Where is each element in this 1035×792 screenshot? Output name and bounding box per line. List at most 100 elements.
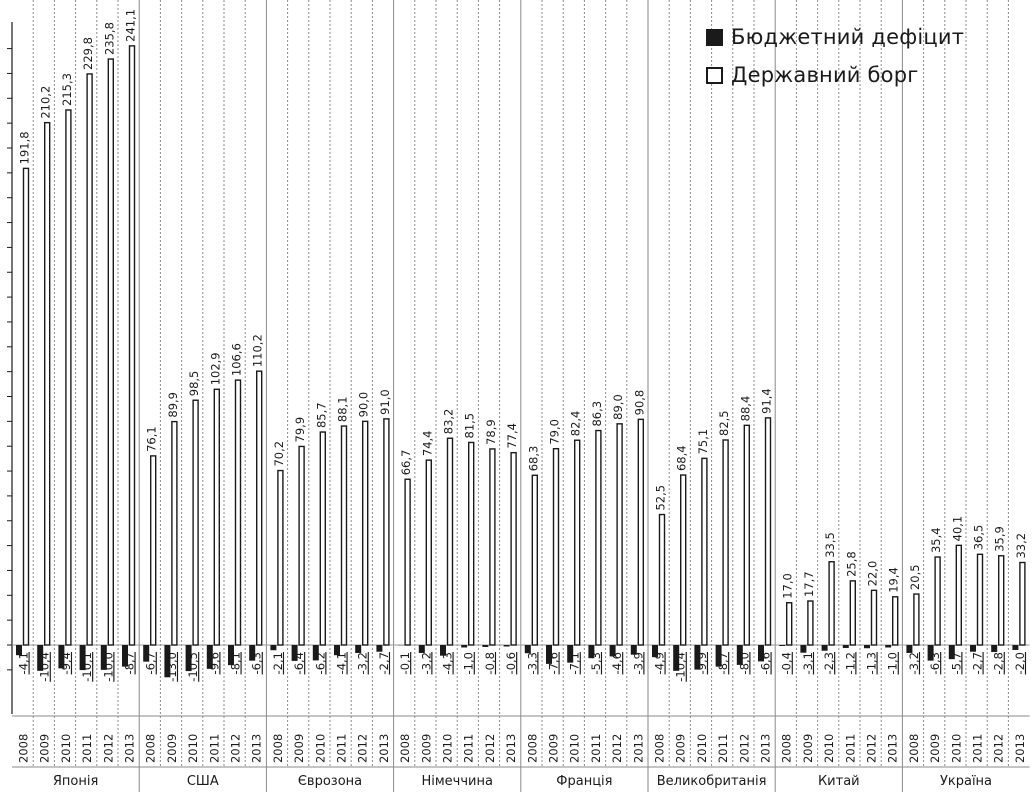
legend-item-deficit: Бюджетний дефіцит [706,18,964,56]
debt-bar [913,593,920,646]
debt-value-label: 20,5 [908,564,922,590]
category-label: США [187,774,219,789]
deficit-bar [906,645,913,653]
debt-bar [44,121,51,646]
debt-value-label: 235,8 [102,22,116,55]
debt-bar [658,513,666,646]
debt-bar [65,109,72,646]
year-tick-label: 2011 [80,734,94,763]
debt-bar [362,420,369,646]
deficit-value-label: -7,1 [568,652,582,674]
deficit-value-label: -1,0 [462,652,476,674]
deficit-bar [376,645,383,652]
year-tick-label: 2010 [186,734,200,763]
debt-value-label: 33,2 [1014,533,1028,559]
deficit-value-label: -3,3 [525,652,539,674]
deficit-bar [291,645,298,661]
deficit-bar [37,645,44,671]
debt-bar [128,45,136,646]
deficit-value-label: -4,1 [17,652,31,674]
debt-value-label: 82,5 [717,410,731,436]
debt-value-label: 210,2 [39,86,53,119]
debt-bar [383,418,390,646]
deficit-value-label: -2,3 [822,652,836,674]
debt-value-label: 22,0 [866,561,880,587]
deficit-value-label: -0,6 [504,652,518,674]
debt-bar [552,447,560,646]
deficit-value-label: -10,1 [80,652,94,682]
debt-bar [86,73,93,646]
deficit-bar [164,645,171,678]
debt-value-label: 17,0 [781,573,795,599]
category-label: Єврозона [298,774,362,789]
debt-bar [489,448,496,646]
debt-value-label: 40,1 [950,516,964,542]
debt-bar [22,167,30,646]
category-label: Україна [940,774,992,789]
deficit-value-label: -4,9 [653,652,667,674]
year-tick-label: 2011 [589,734,603,763]
year-tick-label: 2009 [165,734,179,763]
deficit-value-label: -0,1 [398,652,412,674]
year-tick-label: 2011 [971,734,985,763]
year-tick-label: 2008 [398,734,412,763]
deficit-bar [630,645,637,655]
debt-bar [149,455,157,646]
debt-value-label: 91,0 [378,389,392,415]
year-tick-label: 2009 [292,734,306,763]
debt-value-label: 74,4 [420,431,434,457]
debt-value-label: 79,9 [293,417,307,443]
deficit-value-label: -10,5 [186,652,200,682]
debt-value-label: 68,4 [675,445,689,471]
year-tick-label: 2012 [737,734,751,763]
debt-value-label: 82,4 [569,411,583,437]
deficit-bar [482,645,489,647]
legend-label-debt: Державний борг [731,63,919,87]
debt-bar [976,553,984,646]
debt-bar [786,602,793,646]
debt-value-label: 78,9 [484,419,498,445]
deficit-value-label: -3,2 [356,652,370,674]
debt-bar [340,425,348,646]
debt-bar [574,439,581,646]
debt-value-label: 35,9 [993,526,1007,552]
debt-value-label: 86,3 [590,401,604,427]
deficit-value-label: -9,4 [59,652,73,674]
deficit-value-label: -2,1 [271,652,285,674]
deficit-bar [673,645,680,671]
debt-value-label: 229,8 [81,37,95,70]
deficit-value-label: -8,7 [716,652,730,674]
debt-value-label: 83,2 [442,409,456,435]
category-label: Франція [556,774,612,789]
year-tick-label: 2009 [547,734,561,763]
year-tick-label: 2010 [568,734,582,763]
deficit-value-label: -3,1 [801,652,815,674]
deficit-value-label: -1,3 [865,652,879,674]
debt-bar [298,445,305,646]
legend-label-deficit: Бюджетний дефіцит [731,25,965,49]
year-tick-label: 2008 [144,734,158,763]
deficit-bar [842,645,849,648]
deficit-bar [440,645,446,656]
debt-value-label: 35,4 [929,527,943,553]
debt-bar [595,429,602,646]
deficit-bar [779,645,786,646]
debt-bar [319,431,326,646]
deficit-bar [503,645,510,647]
debt-value-label: 85,7 [314,402,328,428]
debt-value-label: 110,2 [251,334,265,367]
deficit-bar [736,645,743,665]
deficit-value-label: -4,3 [441,652,455,674]
year-tick-label: 2013 [886,734,900,763]
year-tick-label: 2008 [653,734,667,763]
debt-bar [446,437,454,646]
debt-value-label: 91,4 [760,388,774,414]
deficit-bar [715,645,722,667]
deficit-bar [927,645,934,661]
debt-value-label: 33,5 [823,532,837,558]
debt-value-label: 88,1 [336,396,350,422]
year-tick-label: 2011 [335,734,349,763]
deficit-value-label: -10,4 [674,652,688,682]
